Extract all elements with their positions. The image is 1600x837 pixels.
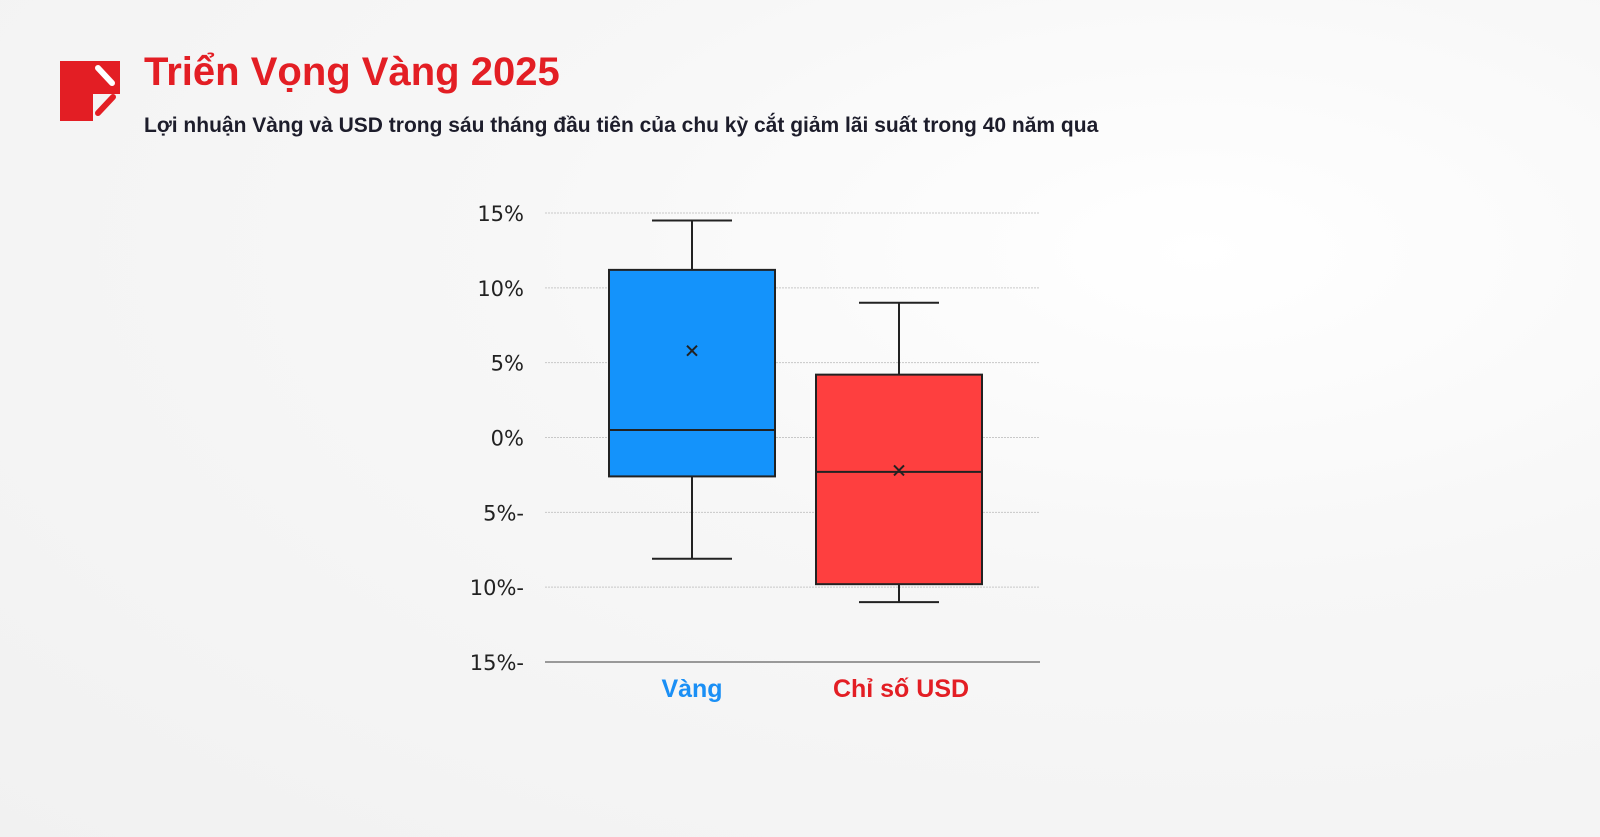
y-tick-label: 15%- (470, 651, 524, 675)
y-tick-label: 10% (477, 277, 524, 301)
page-title: Triển Vọng Vàng 2025 (144, 50, 560, 94)
page-subtitle: Lợi nhuận Vàng và USD trong sáu tháng đầ… (144, 114, 1099, 137)
y-tick-label: 5% (491, 352, 524, 376)
mean-marker (893, 464, 905, 477)
y-tick-label: 15% (477, 202, 524, 226)
mean-marker (686, 344, 698, 357)
y-tick-label: 10%- (470, 576, 524, 600)
category-label: Chỉ số USD (833, 675, 969, 703)
box-0 (608, 268, 776, 478)
brand-logo (60, 61, 120, 121)
y-tick-label: 0% (491, 427, 524, 451)
y-tick-label: 5%- (483, 501, 524, 525)
box-1 (815, 373, 983, 586)
category-label: Vàng (661, 675, 722, 703)
